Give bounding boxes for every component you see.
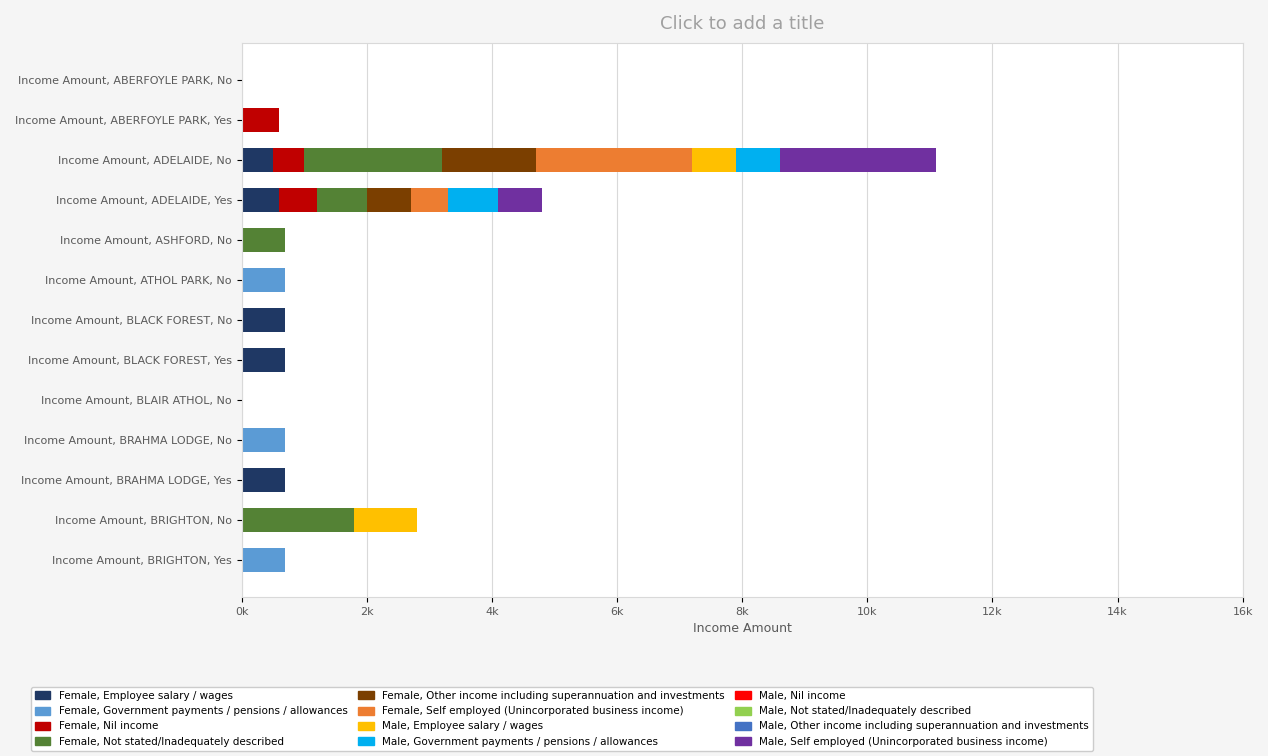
Bar xyxy=(780,148,936,172)
Bar xyxy=(411,188,448,212)
X-axis label: Income Amount: Income Amount xyxy=(692,622,791,635)
Bar xyxy=(242,268,285,292)
Bar xyxy=(273,148,304,172)
Bar xyxy=(317,188,366,212)
Bar xyxy=(242,468,285,491)
Bar xyxy=(441,148,535,172)
Bar xyxy=(498,188,541,212)
Bar xyxy=(448,188,498,212)
Bar xyxy=(354,508,417,531)
Bar xyxy=(366,188,411,212)
Bar xyxy=(735,148,780,172)
Bar xyxy=(692,148,735,172)
Bar xyxy=(242,188,279,212)
Bar xyxy=(535,148,692,172)
Title: Click to add a title: Click to add a title xyxy=(659,15,824,33)
Bar xyxy=(242,508,354,531)
Bar xyxy=(279,188,317,212)
Bar xyxy=(242,547,285,572)
Bar xyxy=(242,428,285,452)
Bar xyxy=(242,148,273,172)
Bar xyxy=(242,228,285,252)
Bar xyxy=(242,348,285,372)
Legend: Female, Employee salary / wages, Female, Government payments / pensions / allowa: Female, Employee salary / wages, Female,… xyxy=(30,687,1093,751)
Bar xyxy=(304,148,441,172)
Bar xyxy=(242,308,285,332)
Bar xyxy=(242,108,279,132)
